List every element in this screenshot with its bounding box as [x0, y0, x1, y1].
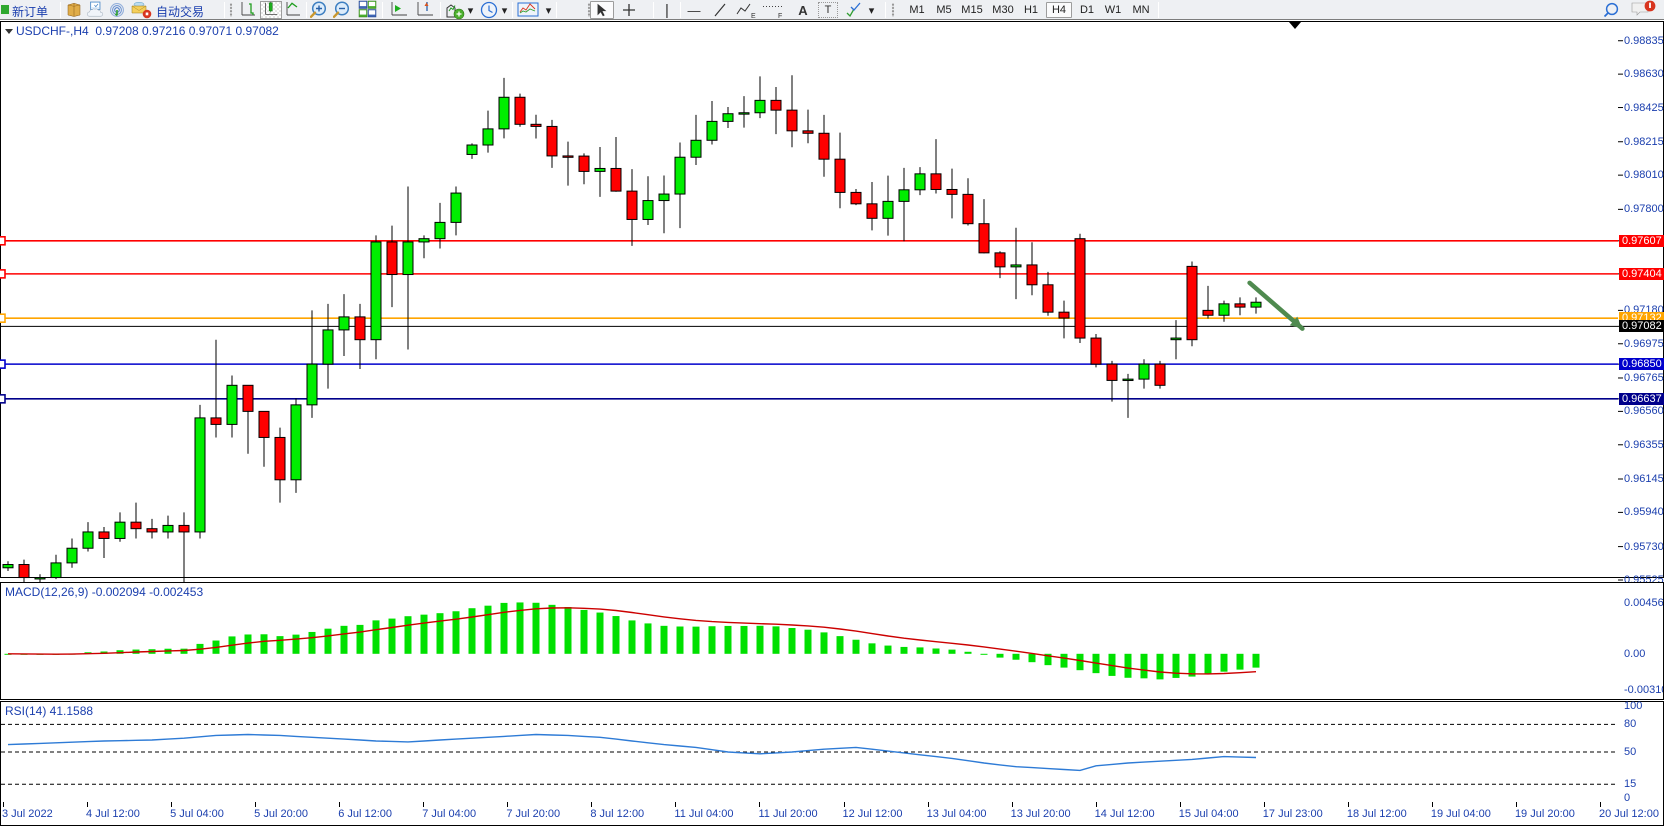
svg-text:E: E	[751, 13, 756, 20]
svg-text:F: F	[778, 13, 782, 20]
svg-text:⋯⋯⋯: ⋯⋯⋯	[762, 1, 784, 11]
